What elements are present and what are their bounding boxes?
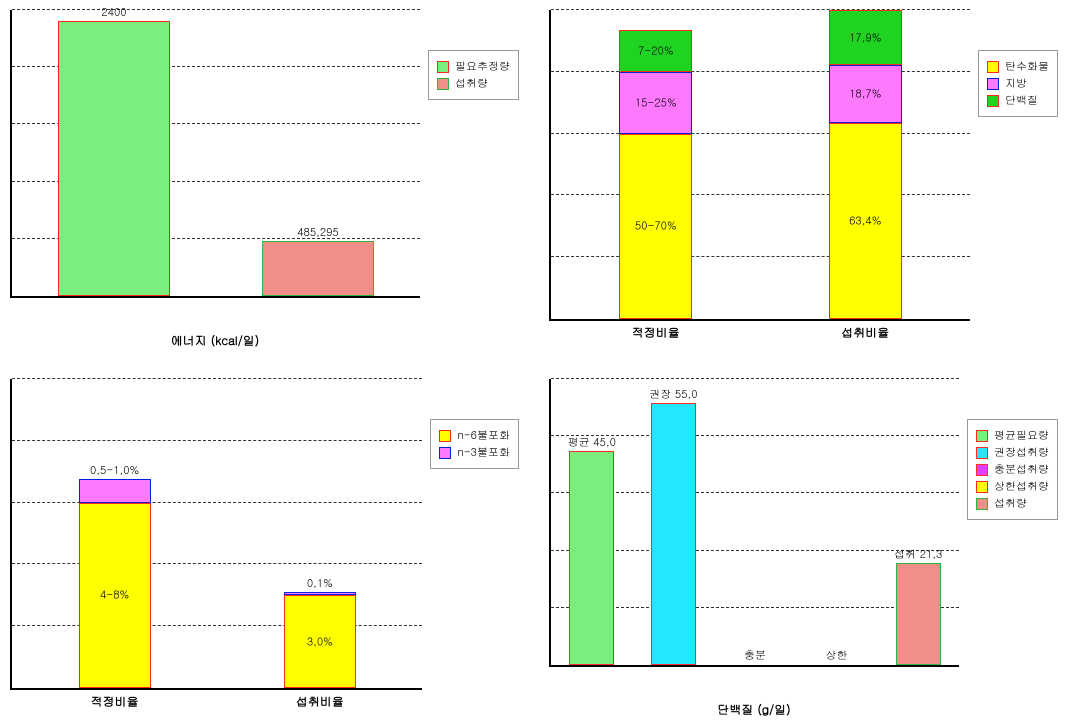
legend-item: 지방 [987, 76, 1049, 91]
gridline [12, 563, 422, 564]
segment-label: 3,0% [307, 634, 333, 649]
plot-fa: 4-8%0,5-1,0%적정비율3,0%0,1%섭취비율 [10, 379, 422, 690]
legend-swatch [987, 78, 999, 90]
legend-macro: 탄수화물지방단백질 [978, 50, 1058, 117]
bar: 섭취 21,3 [896, 563, 941, 665]
legend-item: 권장섭취량 [976, 445, 1049, 460]
dashboard-grid: 2400 485,295 에너지 (kcal/일) 필요추정량섭취량 50-70%… [0, 0, 1068, 728]
legend-swatch [439, 447, 451, 459]
legend-label: 섭취량 [994, 496, 1027, 511]
bar: 2400 [58, 21, 170, 296]
plot-energy: 2400 485,295 [10, 10, 420, 298]
segment-label: 15-25% [635, 95, 677, 110]
legend-protein: 평균필요량권장섭취량충분섭취량상한섭취량섭취량 [967, 419, 1058, 520]
gridline [12, 502, 422, 503]
legend-item: 충분섭취량 [976, 462, 1049, 477]
bar-label: 상한 [826, 648, 848, 663]
panel-protein: 평균 45,0 권장 55,0 충분 상한 섭취 21,3 단백질 (g/일) 평균필요… [549, 379, 1058, 718]
stack-segment: 18,7% [829, 65, 902, 123]
legend-item: 필요추정량 [437, 59, 510, 74]
legend-swatch [976, 498, 988, 510]
stack-segment: 0,1% [284, 592, 356, 595]
gridline [551, 9, 970, 10]
gridline [551, 194, 970, 195]
legend-swatch [987, 61, 999, 73]
bar-label: 충분 [744, 648, 766, 663]
xlabel-protein: 단백질 (g/일) [549, 695, 959, 718]
bar-label: 평균 45,0 [568, 435, 616, 450]
stack-segment: 3,0% [284, 595, 356, 688]
segment-label: 50-70% [635, 219, 677, 234]
chart-fa: 4-8%0,5-1,0%적정비율3,0%0,1%섭취비율 [10, 379, 422, 718]
legend-item: 섭취량 [437, 76, 510, 91]
legend-swatch [987, 95, 999, 107]
legend-label: 지방 [1005, 76, 1027, 91]
stack-segment: 50-70% [619, 134, 692, 319]
legend-label: 필요추정량 [455, 59, 510, 74]
chart-macro: 50-70%15-25%7-20%적정비율63,4%18,7%17,9%섭취비율 [549, 10, 970, 349]
stack-segment: 7-20% [619, 30, 692, 72]
bar-label: 2400 [101, 5, 126, 20]
legend-energy: 필요추정량섭취량 [428, 50, 519, 100]
legend-swatch [976, 447, 988, 459]
legend-swatch [976, 430, 988, 442]
legend-item: 평균필요량 [976, 428, 1049, 443]
legend-label: n-6불포화 [457, 428, 510, 443]
stack-segment: 0,5-1,0% [79, 479, 151, 502]
panel-energy: 2400 485,295 에너지 (kcal/일) 필요추정량섭취량 [10, 10, 519, 349]
gridline [551, 133, 970, 134]
gridline [551, 71, 970, 72]
stack-segment: 15-25% [619, 72, 692, 134]
chart-energy: 2400 485,295 에너지 (kcal/일) [10, 10, 420, 349]
bar: 평균 45,0 [569, 451, 614, 666]
stack-segment: 4-8% [79, 503, 151, 688]
gridline [12, 9, 420, 10]
segment-label: 4-8% [100, 588, 129, 603]
plot-protein: 평균 45,0 권장 55,0 충분 상한 섭취 21,3 [549, 379, 959, 667]
legend-item: 탄수화물 [987, 59, 1049, 74]
legend-item: n-6불포화 [439, 428, 510, 443]
legend-label: 상한섭취량 [994, 479, 1049, 494]
segment-label: 0,5-1,0% [90, 463, 139, 478]
bar: 485,295 [262, 241, 374, 296]
gridline [551, 378, 959, 379]
panel-macro: 50-70%15-25%7-20%적정비율63,4%18,7%17,9%섭취비율… [549, 10, 1058, 349]
legend-label: 탄수화물 [1005, 59, 1049, 74]
segment-label: 63,4% [849, 214, 881, 229]
bar-label: 섭취 21,3 [894, 547, 942, 562]
legend-swatch [437, 78, 449, 90]
gridline [12, 378, 422, 379]
legend-swatch [439, 430, 451, 442]
legend-item: n-3불포화 [439, 445, 510, 460]
legend-fa: n-6불포화 n-3불포화 [430, 419, 519, 469]
segment-label: 17,9% [849, 30, 881, 45]
legend-item: 단백질 [987, 93, 1049, 108]
legend-item: 섭취량 [976, 496, 1049, 511]
chart-protein: 평균 45,0 권장 55,0 충분 상한 섭취 21,3 단백질 (g/일) [549, 379, 959, 718]
legend-swatch [976, 464, 988, 476]
bar: 권장 55,0 [651, 403, 696, 665]
xlabel-energy: 에너지 (kcal/일) [10, 326, 420, 349]
legend-swatch [437, 61, 449, 73]
bar-label: 권장 55,0 [649, 387, 697, 402]
legend-label: 섭취량 [455, 76, 488, 91]
legend-swatch [976, 481, 988, 493]
panel-fa: 4-8%0,5-1,0%적정비율3,0%0,1%섭취비율 n-6불포화n-3불포… [10, 379, 519, 718]
legend-label: 단백질 [1005, 93, 1038, 108]
gridline [12, 625, 422, 626]
segment-label: 0,1% [307, 576, 333, 591]
segment-label: 7-20% [638, 43, 673, 58]
legend-label: 권장섭취량 [994, 445, 1049, 460]
gridline [551, 256, 970, 257]
bar-label: 485,295 [297, 225, 339, 240]
segment-label: 18,7% [849, 87, 881, 102]
legend-item: 상한섭취량 [976, 479, 1049, 494]
gridline [12, 440, 422, 441]
stack-segment: 63,4% [829, 123, 902, 319]
legend-label: 평균필요량 [994, 428, 1049, 443]
legend-label: n-3불포화 [457, 445, 510, 460]
legend-label: 충분섭취량 [994, 462, 1049, 477]
stack-segment: 17,9% [829, 10, 902, 65]
plot-macro: 50-70%15-25%7-20%적정비율63,4%18,7%17,9%섭취비율 [549, 10, 970, 321]
